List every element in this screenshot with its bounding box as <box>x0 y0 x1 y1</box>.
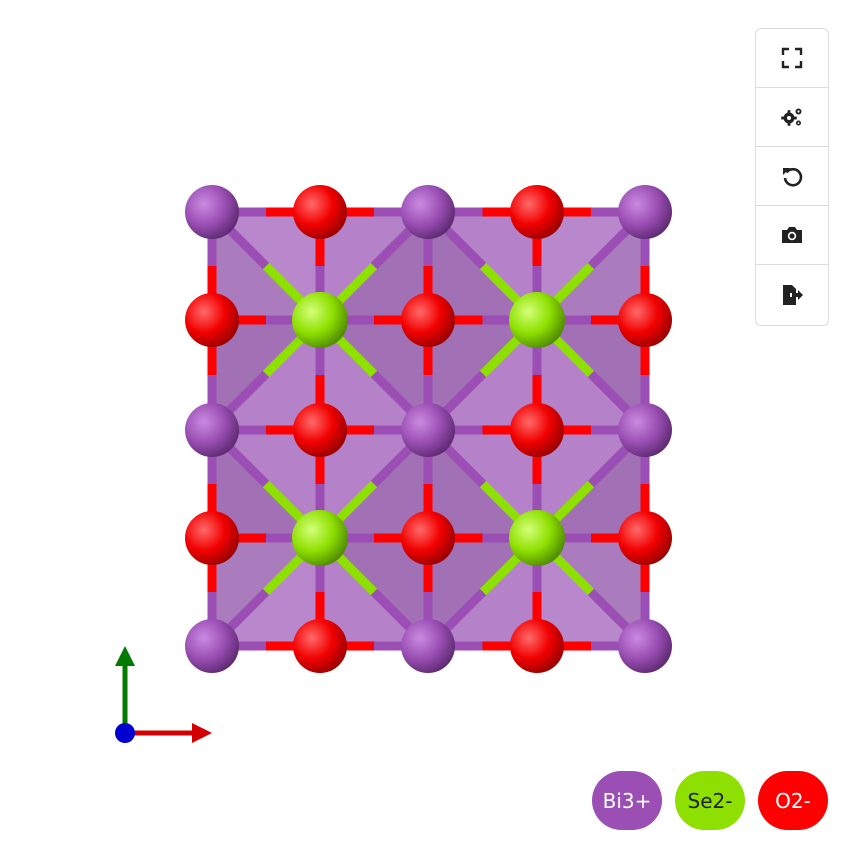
camera-icon <box>782 227 802 243</box>
atom-se <box>292 510 348 566</box>
screenshot-button[interactable] <box>756 206 828 265</box>
axis-x-arrow <box>125 723 212 743</box>
atom-o-inner <box>511 404 563 456</box>
atom-bi <box>185 185 239 239</box>
export-button[interactable] <box>756 265 828 325</box>
axis-z-dot <box>115 723 135 743</box>
reset-view-button[interactable] <box>756 147 828 206</box>
atom-se <box>292 292 348 348</box>
settings-icon <box>781 108 802 126</box>
atom-se <box>509 292 565 348</box>
viewer-toolbar <box>755 28 829 326</box>
atom-o <box>293 185 347 239</box>
atom-se <box>509 510 565 566</box>
atom-o-inner <box>402 512 454 564</box>
atom-bi <box>618 403 672 457</box>
atom-bi <box>618 185 672 239</box>
atom-o-inner <box>402 294 454 346</box>
atom-bi <box>618 619 672 673</box>
atom-o <box>510 185 564 239</box>
atom-bi <box>185 619 239 673</box>
fullscreen-icon <box>781 47 803 69</box>
atom-o <box>618 511 672 565</box>
atom-o-inner <box>294 404 346 456</box>
atom-bi <box>401 619 455 673</box>
atom-bi <box>401 403 455 457</box>
element-legend: Bi3+ Se2- O2- <box>592 771 828 830</box>
reset-icon <box>783 167 803 187</box>
axes-indicator <box>115 646 212 743</box>
fullscreen-button[interactable] <box>756 29 828 88</box>
legend-item-se[interactable]: Se2- <box>675 771 745 830</box>
atoms-layer <box>185 185 672 673</box>
atom-o <box>185 293 239 347</box>
settings-button[interactable] <box>756 88 828 147</box>
atom-bi <box>185 403 239 457</box>
legend-item-o[interactable]: O2- <box>758 771 828 830</box>
atom-o <box>293 619 347 673</box>
legend-item-bi[interactable]: Bi3+ <box>592 771 662 830</box>
atom-o <box>185 511 239 565</box>
export-icon <box>783 285 803 305</box>
atom-o <box>618 293 672 347</box>
atom-o <box>510 619 564 673</box>
atom-bi <box>401 185 455 239</box>
axis-y-arrow <box>115 646 135 733</box>
